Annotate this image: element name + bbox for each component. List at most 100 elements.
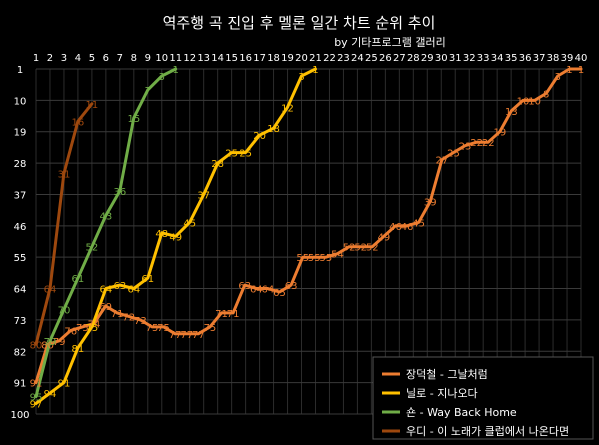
- x-tick-label: 32: [463, 53, 476, 64]
- data-label: 7: [145, 86, 151, 97]
- x-tick-label: 39: [561, 53, 574, 64]
- data-label: 71: [111, 309, 124, 320]
- data-label: 1: [173, 65, 179, 76]
- data-label: 28: [211, 159, 224, 170]
- y-tick-label: 1: [17, 65, 23, 76]
- data-label: 3: [298, 72, 304, 83]
- x-tick-label: 10: [155, 53, 168, 64]
- x-tick-label: 20: [295, 53, 308, 64]
- data-label: 36: [113, 187, 126, 198]
- series-line: [34, 67, 178, 399]
- data-label: 69: [99, 302, 112, 313]
- x-tick-label: 12: [183, 53, 196, 64]
- data-label: 80: [30, 340, 43, 351]
- x-tick-label: 36: [519, 53, 532, 64]
- data-label: 55: [296, 253, 309, 264]
- legend-label: 숀 - Way Back Home: [406, 406, 517, 419]
- y-tick-label: 55: [14, 253, 27, 264]
- data-label: 43: [100, 211, 113, 222]
- x-tick-label: 19: [281, 53, 294, 64]
- data-label: 61: [141, 274, 154, 285]
- x-tick-label: 8: [131, 53, 137, 64]
- data-label: 71: [215, 309, 228, 320]
- x-tick-label: 18: [267, 53, 280, 64]
- data-label: 55: [320, 253, 333, 264]
- x-tick-label: 35: [505, 53, 518, 64]
- series-line: [34, 102, 94, 346]
- data-label: 46: [389, 222, 402, 233]
- legend-label: 우디 - 이 노래가 클럽에서 나온다면: [406, 424, 569, 438]
- data-label: 94: [44, 389, 57, 400]
- x-tick-label: 26: [379, 53, 392, 64]
- data-label: 46: [401, 222, 414, 233]
- data-label: 23: [459, 142, 472, 153]
- x-tick-label: 25: [365, 53, 378, 64]
- data-label: 63: [238, 281, 251, 292]
- x-axis-ticks: 1 2 3 4 5 6 7 8 9 10 11 12 13 14 15 16 17 18 19 20 21 22 23 24 2…: [33, 53, 588, 64]
- legend-label: 장덕철 - 그날처럼: [406, 368, 488, 381]
- y-tick-label: 10: [14, 96, 27, 107]
- x-tick-label: 22: [323, 53, 336, 64]
- data-label: 95: [30, 393, 43, 404]
- x-tick-label: 34: [491, 53, 504, 64]
- data-label: 11: [86, 100, 99, 111]
- y-tick-label: 37: [14, 190, 27, 201]
- data-label: 64: [100, 285, 113, 296]
- legend-label: 닐로 - 지나오다: [406, 387, 478, 400]
- data-label: 15: [127, 114, 140, 125]
- data-label: 18: [267, 124, 280, 135]
- data-label: 52: [366, 243, 379, 254]
- data-label: 97: [30, 400, 43, 411]
- x-tick-label: 40: [575, 53, 588, 64]
- data-label: 49: [378, 232, 391, 243]
- data-label: 16: [72, 117, 85, 128]
- data-label: 1: [312, 65, 318, 76]
- x-tick-label: 9: [145, 53, 151, 64]
- x-tick-label: 21: [309, 53, 322, 64]
- x-tick-label: 4: [75, 53, 81, 64]
- data-label: 63: [285, 281, 298, 292]
- data-label: 79: [53, 337, 66, 348]
- data-label: 91: [58, 379, 71, 390]
- data-label: 3: [555, 72, 561, 83]
- x-tick-label: 37: [533, 53, 546, 64]
- data-label: 52: [86, 243, 99, 254]
- data-label: 75: [157, 323, 170, 334]
- data-label: 13: [505, 107, 518, 118]
- x-tick-label: 2: [47, 53, 53, 64]
- x-tick-label: 3: [61, 53, 67, 64]
- data-label: 72: [122, 312, 135, 323]
- data-label: 80: [41, 340, 54, 351]
- data-label: 45: [183, 218, 196, 229]
- y-tick-label: 46: [14, 222, 27, 233]
- data-label: 27: [435, 156, 448, 167]
- y-axis-ticks: 1 10 19 28 37 46 55 64 73 82 91 100: [10, 65, 29, 421]
- x-tick-label: 29: [421, 53, 434, 64]
- x-tick-label: 38: [547, 53, 560, 64]
- x-tick-label: 11: [169, 53, 182, 64]
- data-label: 12: [281, 103, 294, 114]
- x-tick-label: 23: [337, 53, 350, 64]
- x-tick-label: 24: [351, 53, 364, 64]
- x-tick-label: 1: [33, 53, 39, 64]
- data-label: 64: [250, 285, 263, 296]
- data-label: 75: [76, 323, 89, 334]
- chart-title: 역주행 곡 진입 후 멜론 일간 차트 순위 추이: [163, 14, 436, 32]
- data-label: 91: [30, 379, 43, 390]
- x-tick-label: 33: [477, 53, 490, 64]
- chart-subtitle: by 기타프로그램 갤러리: [334, 36, 446, 49]
- data-label: 81: [72, 344, 85, 355]
- data-label: 61: [72, 274, 85, 285]
- data-label: 77: [169, 330, 182, 341]
- data-label: 64: [44, 285, 57, 296]
- data-label: 19: [493, 128, 506, 139]
- data-label: 76: [64, 326, 77, 337]
- x-tick-label: 6: [103, 53, 109, 64]
- data-label: 48: [155, 229, 168, 240]
- y-tick-label: 100: [10, 410, 29, 421]
- data-label: 37: [197, 190, 210, 201]
- x-tick-label: 28: [407, 53, 420, 64]
- data-label: 77: [192, 330, 205, 341]
- series-line: [34, 67, 583, 385]
